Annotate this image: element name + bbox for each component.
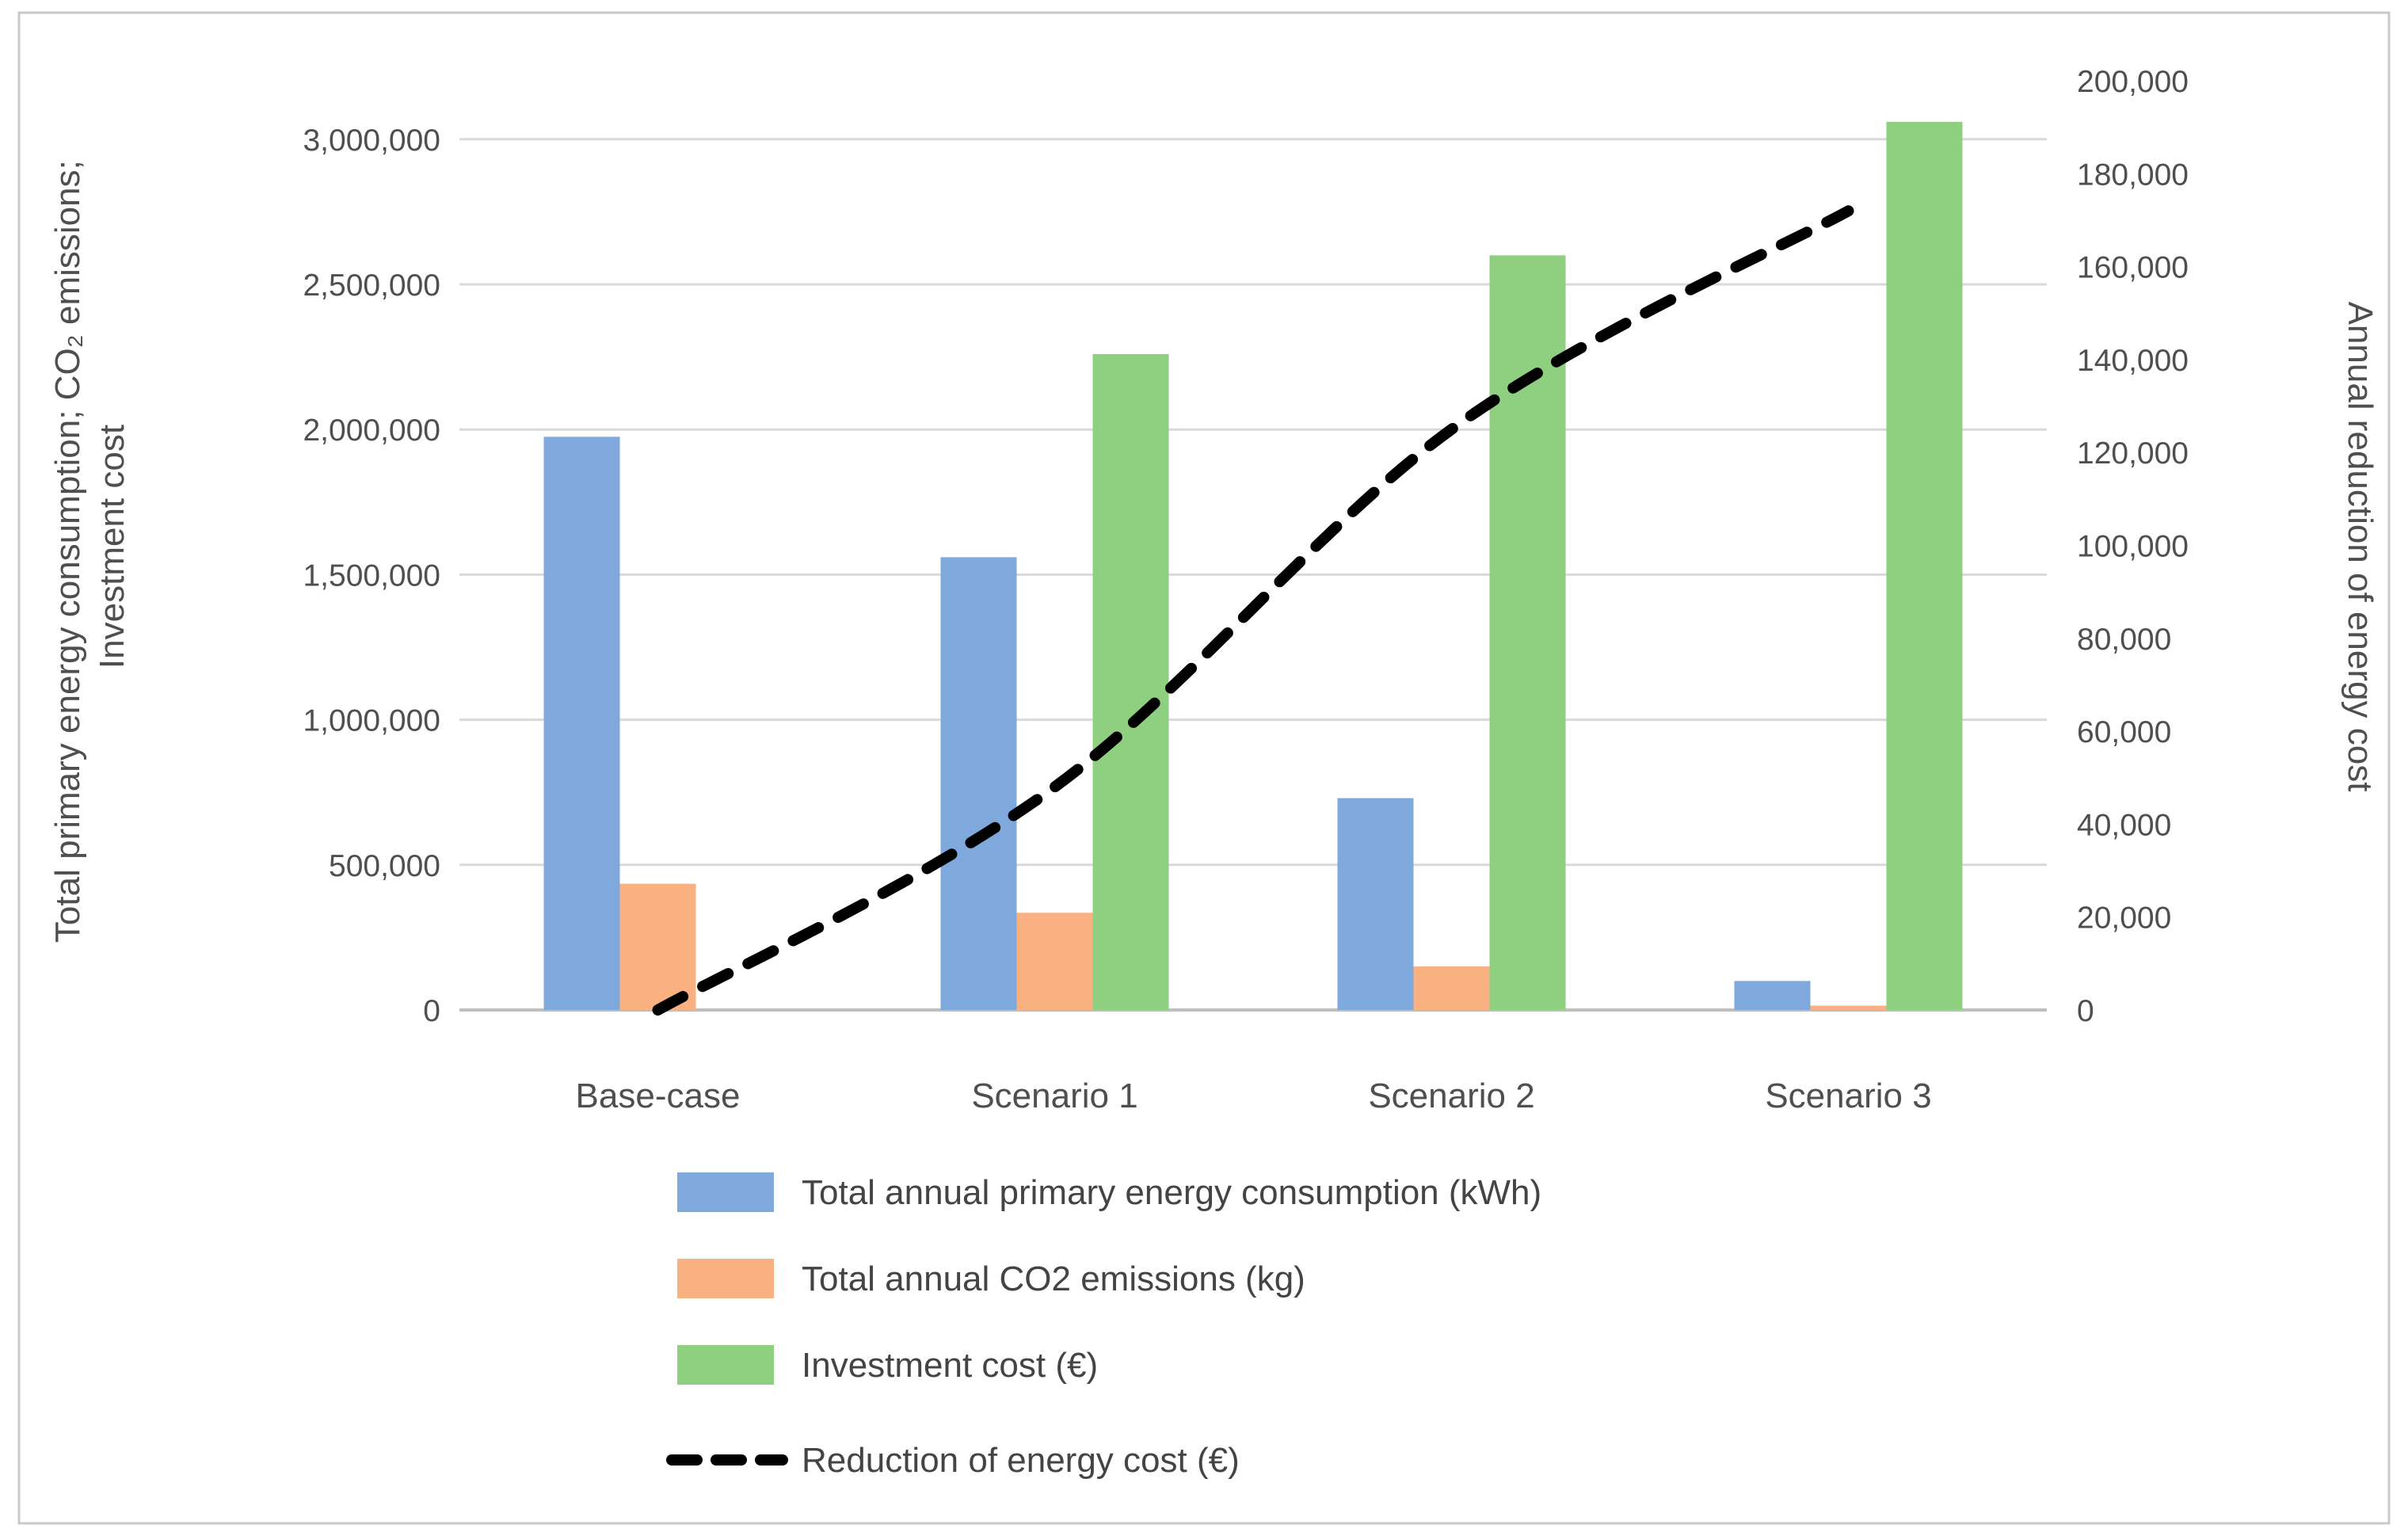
legend-item: Investment cost (€) [677,1345,1098,1385]
right-axis-tick-label: 0 [2077,994,2094,1028]
right-axis-tick-label: 20,000 [2077,901,2171,936]
category-label: Base-case [576,1077,741,1115]
bar [1734,981,1811,1010]
bar [1810,1005,1887,1010]
bar [543,436,620,1010]
bar [940,557,1017,1010]
bar-series [619,883,1887,1010]
legend-item: Reduction of energy cost (€) [666,1441,1240,1480]
bar [1489,255,1566,1010]
right-axis-tick-label: 120,000 [2077,436,2189,471]
left-axis-title-line1: Total primary energy consumption; CO₂ em… [48,160,87,943]
right-axis-tick-label: 140,000 [2077,344,2189,378]
right-axis-tick-label: 80,000 [2077,623,2171,657]
right-axis-tick-label: 100,000 [2077,530,2189,564]
legend-item-label: Total annual primary energy consumption … [802,1173,1541,1212]
left-axis-tick-label: 0 [423,994,440,1028]
right-axis-tick-labels: 0 20,000 40,000 60,000 80,000 100,000 120,000 1… [2077,65,2189,1028]
blue-bar-swatch [677,1172,774,1212]
right-axis-tick-label: 60,000 [2077,715,2171,749]
left-axis-title-line2: Investment cost [93,425,131,669]
legend-item-label: Total annual CO2 emissions (kg) [802,1260,1305,1298]
legend-item-label: Investment cost (€) [802,1346,1098,1385]
chart-border [17,11,2391,1525]
bar [1092,353,1169,1010]
reduction-line [652,205,1854,1016]
left-axis-tick-label: 500,000 [329,849,440,883]
category-label: Scenario 2 [1368,1077,1534,1115]
orange-bar-swatch [677,1259,774,1298]
left-axis-tick-label: 2,500,000 [303,269,440,303]
left-axis-tick-label: 2,000,000 [303,414,440,448]
category-axis-labels: Base-case Scenario 1 Scenario 2 Scenario 3 [576,1077,1932,1115]
category-label: Scenario 1 [971,1077,1137,1115]
legend-item: Total annual primary energy consumption … [677,1172,1541,1212]
bar-series [543,436,1811,1010]
left-axis-tick-label: 1,000,000 [303,704,440,738]
dashed-line-series [652,205,1854,1016]
legend-item-label: Reduction of energy cost (€) [802,1441,1240,1480]
category-label: Scenario 3 [1765,1077,1931,1115]
left-axis-tick-label: 3,000,000 [303,124,440,158]
bar-series-group [543,121,1963,1010]
green-bar-swatch [677,1345,774,1385]
legend-item: Total annual CO2 emissions (kg) [677,1259,1305,1298]
right-axis-tick-label: 160,000 [2077,251,2189,285]
bar [1016,913,1093,1010]
right-axis-tick-label: 40,000 [2077,808,2171,842]
left-axis-tick-label: 1,500,000 [303,558,440,593]
bar [1886,121,1963,1010]
left-axis-tick-labels: 0 500,000 1,000,000 1,500,000 2,000,000 2,500… [303,124,440,1028]
right-axis-title: Annual reduction of energy cost [2341,302,2379,792]
right-axis-tick-label: 200,000 [2077,65,2189,99]
left-axis-title: Total primary energy consumption; CO₂ em… [48,151,131,943]
bar [1337,798,1414,1010]
legend: Total annual primary energy consumption … [666,1172,1541,1480]
right-axis-tick-label: 180,000 [2077,158,2189,192]
bar-series [1092,121,1963,1010]
bar [1413,966,1490,1010]
bar [619,883,696,1010]
